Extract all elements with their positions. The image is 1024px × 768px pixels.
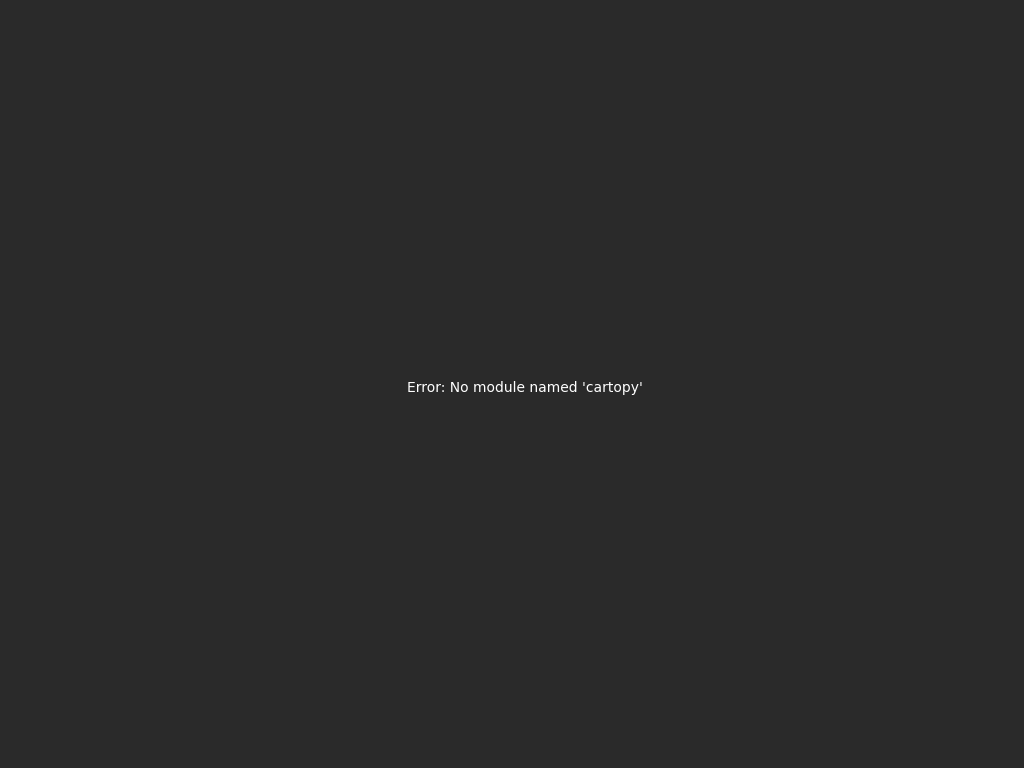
Text: Error: No module named 'cartopy': Error: No module named 'cartopy': [407, 381, 643, 395]
